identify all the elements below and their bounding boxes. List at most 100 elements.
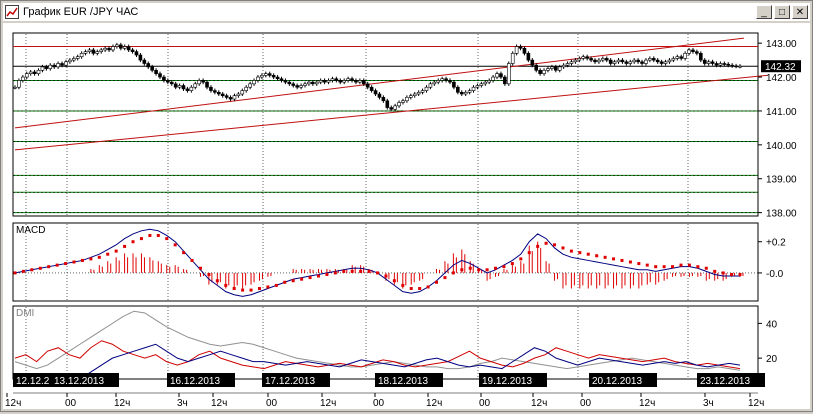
- candle: [24, 73, 29, 78]
- macd-signal-point: [510, 262, 514, 266]
- candle: [189, 86, 194, 91]
- candle: [64, 61, 68, 66]
- candle: [412, 93, 417, 96]
- chart-area[interactable]: 143.00 142.00 141.00 140.00 139.00 138.00 142.…: [3, 23, 810, 409]
- candle: [173, 83, 178, 88]
- macd-signal-point: [350, 269, 354, 273]
- macd-signal-point: [392, 279, 396, 283]
- macd-signal-point: [97, 255, 101, 259]
- candle: [267, 73, 272, 76]
- candle: [495, 73, 499, 78]
- candle: [311, 81, 315, 85]
- candle: [271, 75, 276, 78]
- maximize-button[interactable]: □: [774, 5, 790, 19]
- macd-signal-point: [468, 266, 472, 270]
- title-bar[interactable]: График EUR /JPY ЧАС _ □ ✕: [3, 3, 810, 21]
- price-tick-label: 141.00: [766, 107, 797, 118]
- hour-label: 12ч: [211, 398, 227, 409]
- candle: [573, 59, 578, 63]
- candle: [546, 68, 550, 71]
- macd-signal-point: [679, 263, 683, 267]
- macd-signal-point: [578, 251, 582, 255]
- candle: [224, 95, 229, 98]
- chart-app-icon: [5, 5, 19, 19]
- candle: [554, 66, 558, 71]
- candle: [503, 76, 507, 85]
- candle: [557, 66, 562, 71]
- candle: [459, 92, 464, 95]
- candle: [279, 78, 284, 81]
- candle: [604, 58, 609, 61]
- candle: [444, 78, 448, 81]
- candle: [32, 71, 37, 74]
- macd-signal-point: [291, 279, 295, 283]
- hour-label: 00: [373, 398, 385, 409]
- candle: [181, 85, 186, 90]
- candle: [287, 81, 292, 85]
- candle: [581, 56, 586, 59]
- candle: [326, 80, 331, 83]
- date-label-box: [589, 373, 657, 387]
- macd-signal-point: [257, 287, 261, 291]
- macd-signal-point: [696, 265, 700, 269]
- candle: [432, 81, 437, 85]
- candle: [506, 63, 511, 85]
- candle: [134, 51, 139, 56]
- close-button[interactable]: ✕: [792, 5, 808, 19]
- macd-signal-point: [106, 252, 110, 256]
- candle: [601, 58, 605, 61]
- macd-signal-point: [426, 285, 430, 289]
- candle: [397, 102, 401, 107]
- macd-signal-point: [342, 269, 346, 273]
- candle: [620, 59, 625, 63]
- candle: [205, 81, 209, 88]
- candle: [56, 63, 60, 68]
- candle: [28, 71, 33, 74]
- trend-line: [14, 37, 744, 129]
- candle: [644, 59, 648, 64]
- candle: [36, 69, 41, 74]
- macd-signal-point: [443, 276, 447, 280]
- date-label-box: [13, 373, 63, 387]
- macd-signal-point: [494, 266, 498, 270]
- candle: [115, 44, 119, 47]
- candle: [71, 58, 76, 61]
- macd-tick-label: +0.2: [766, 238, 786, 249]
- hour-label: 00: [266, 398, 278, 409]
- candle: [483, 81, 488, 85]
- macd-signal-point: [30, 268, 34, 272]
- candle: [424, 86, 429, 91]
- candle: [389, 107, 394, 110]
- candle: [295, 85, 299, 88]
- price-tick-label: 143.00: [766, 39, 797, 50]
- minimize-button[interactable]: _: [756, 5, 772, 19]
- macd-signal-point: [283, 280, 287, 284]
- candle: [608, 59, 613, 64]
- hour-label: 12ч: [5, 398, 21, 409]
- macd-signal-point: [637, 262, 641, 266]
- candle: [597, 59, 601, 63]
- hour-label: 12ч: [114, 398, 130, 409]
- macd-signal-point: [308, 276, 312, 280]
- macd-signal-point: [376, 271, 379, 275]
- chart-canvas[interactable]: 143.00 142.00 141.00 140.00 139.00 138.00 142.…: [3, 23, 810, 409]
- candle: [99, 49, 104, 52]
- candle: [213, 90, 217, 93]
- candle: [111, 46, 115, 51]
- candle: [687, 49, 691, 54]
- macd-signal-point: [654, 265, 658, 269]
- candle: [264, 73, 268, 76]
- macd-signal-point: [325, 272, 329, 276]
- candle: [248, 83, 252, 88]
- hour-label: 12ч: [748, 398, 764, 409]
- macd-signal-point: [198, 266, 202, 270]
- dmi-minus-line: [14, 340, 741, 370]
- candle: [499, 73, 503, 78]
- macd-signal-point: [519, 257, 523, 261]
- candle: [87, 49, 92, 52]
- candle: [416, 92, 421, 95]
- macd-signal-point: [645, 263, 649, 267]
- candle: [448, 80, 452, 83]
- macd-signal-point: [418, 287, 422, 291]
- candle: [354, 80, 358, 83]
